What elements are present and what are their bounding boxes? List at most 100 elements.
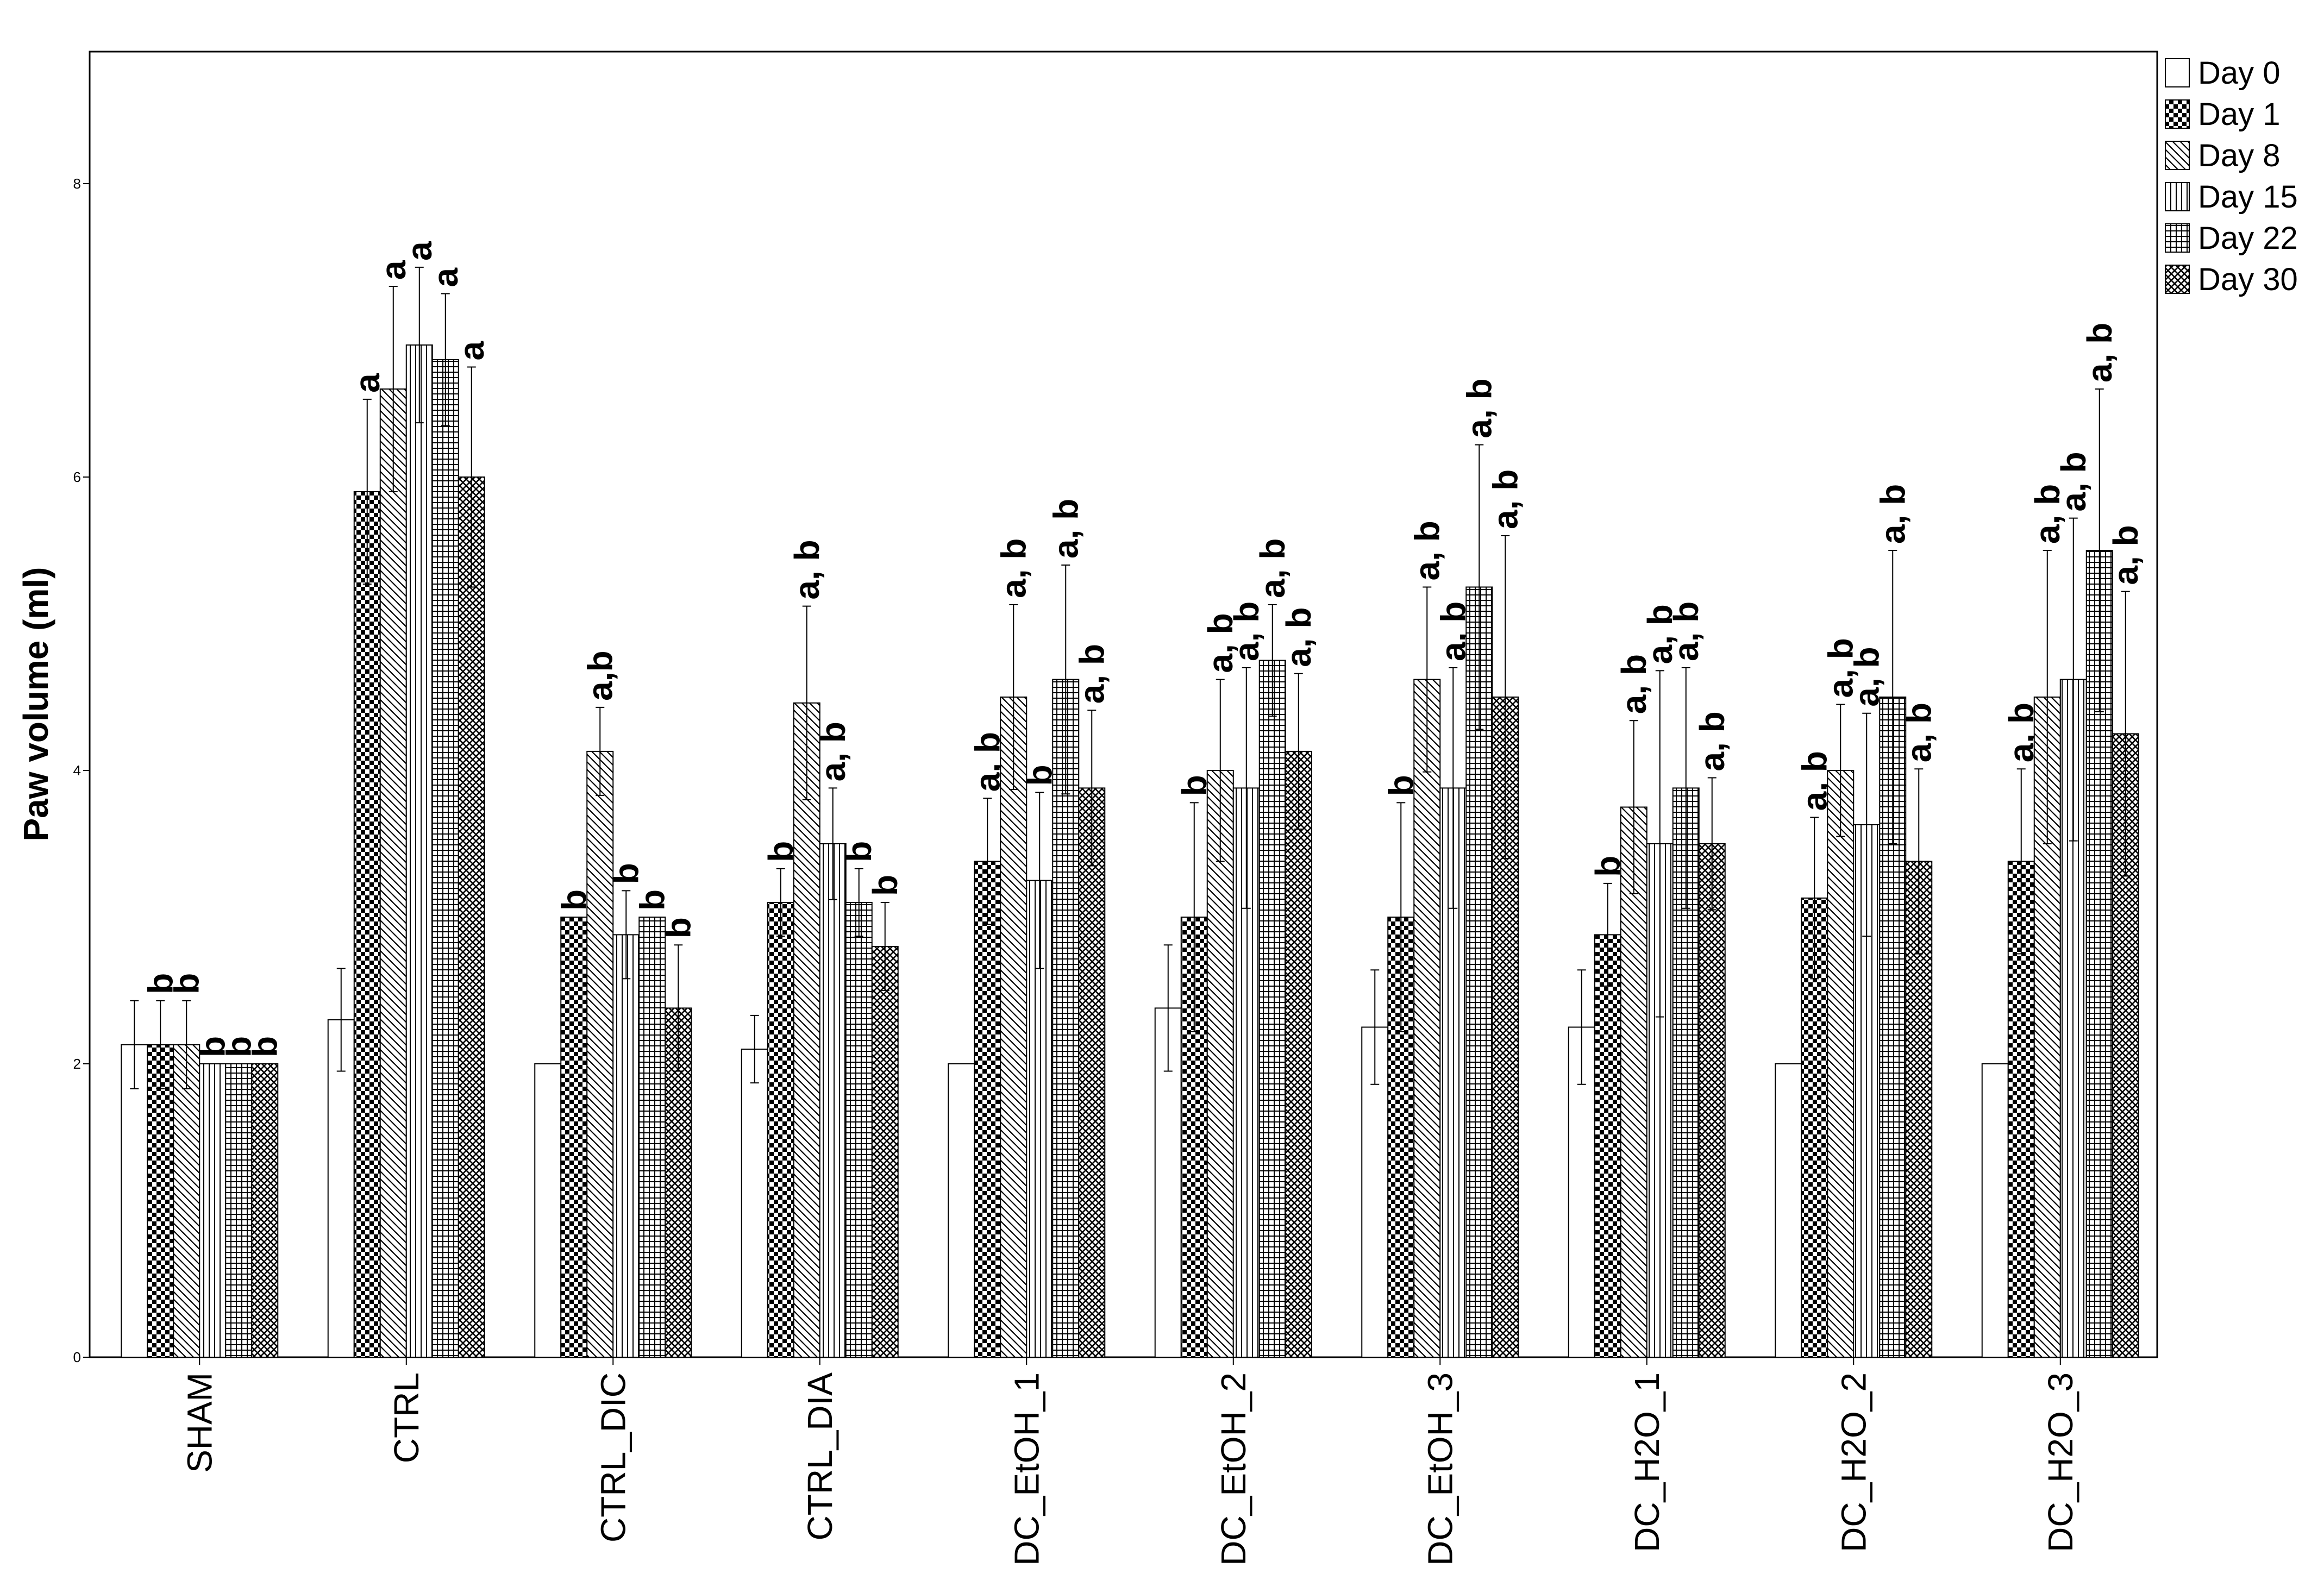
- bar-dc-etoh-2-day-30: [1285, 750, 1312, 1358]
- bar-ctrl-day-30: [458, 476, 485, 1358]
- bar-ctrl-dic-day-1: [560, 917, 588, 1358]
- legend-label-day-1: Day 1: [2198, 97, 2281, 132]
- bar-sham-day-22: [225, 1063, 253, 1358]
- bar-ctrl-day-15: [405, 344, 433, 1358]
- bar-ctrl-dia-day-22: [845, 902, 873, 1358]
- legend: Day 0 Day 1 Day 8 Day 15 Day 22 Day 30: [2165, 55, 2298, 297]
- bar-ctrl-dic-day-22: [638, 917, 666, 1358]
- y-tick-label: 6: [73, 469, 81, 485]
- legend-swatch-day-15: [2165, 182, 2190, 211]
- significance-label: a: [400, 241, 439, 261]
- significance-label: a: [452, 341, 491, 361]
- significance-label: a, b: [1201, 613, 1240, 673]
- bar-dc-h2o-2-day-0: [1775, 1063, 1802, 1358]
- significance-label: b: [866, 875, 905, 896]
- category-label-dc-h2o-3: DC_H2O_3: [2041, 1372, 2080, 1552]
- y-tick-label: 0: [73, 1349, 81, 1365]
- legend-label-day-8: Day 8: [2198, 138, 2281, 173]
- significance-label: a, b: [1046, 499, 1085, 559]
- bar-ctrl-dia-day-1: [767, 902, 794, 1358]
- legend-swatch-day-30: [2165, 265, 2190, 294]
- significance-label: b: [193, 1036, 232, 1057]
- bar-dc-h2o-1-day-1: [1594, 934, 1621, 1358]
- y-axis: 0 2 4 6 8: [73, 175, 90, 1365]
- category-label-ctrl-dia: CTRL_DIA: [800, 1372, 840, 1541]
- bar-ctrl-day-22: [431, 359, 459, 1358]
- bar-dc-h2o-3-day-15: [2059, 679, 2087, 1358]
- bar-dc-h2o-3-day-0: [1981, 1063, 2009, 1358]
- category-labels: SHAM CTRL CTRL_DIC CTRL_DIA DC_EtOH_1 DC_EtOH…: [180, 1357, 2080, 1566]
- bar-ctrl-dia-day-8: [793, 702, 820, 1358]
- legend-swatch-day-22: [2165, 223, 2190, 253]
- category-label-dc-etoh-1: DC_EtOH_1: [1007, 1372, 1046, 1566]
- significance-label: b: [141, 973, 180, 994]
- bar-ctrl-dia-day-30: [871, 946, 899, 1358]
- significance-label: a, b: [813, 722, 853, 781]
- significance-label: a, b: [1899, 703, 1938, 762]
- significance-label: b: [167, 973, 206, 994]
- significance-label: a: [426, 268, 465, 287]
- bar-dc-etoh-1-day-0: [948, 1063, 975, 1358]
- bar-sham-day-0: [121, 1044, 148, 1358]
- significance-label: b: [659, 917, 698, 938]
- significance-label: b: [219, 1036, 258, 1057]
- bar-dc-etoh-1-day-8: [1000, 697, 1028, 1358]
- significance-label: a, b: [1459, 378, 1499, 438]
- y-tick-label: 2: [73, 1056, 81, 1072]
- significance-label: b: [840, 841, 879, 862]
- significance-label: a, b: [1821, 638, 1860, 698]
- bar-ctrl-dic-day-15: [612, 934, 640, 1358]
- significance-label: b: [245, 1036, 284, 1057]
- legend-swatch-day-1: [2165, 99, 2190, 129]
- bar-ctrl-day-1: [353, 491, 381, 1358]
- y-tick-label: 8: [73, 175, 81, 192]
- significance-label: a, b: [1614, 654, 1653, 714]
- bar-ctrl-dia-day-15: [819, 843, 847, 1358]
- significance-label: a, b: [787, 540, 826, 599]
- bar-sham-day-1: [147, 1044, 174, 1358]
- bar-ctrl-day-8: [379, 388, 407, 1358]
- category-label-dc-h2o-1: DC_H2O_1: [1627, 1372, 1667, 1552]
- significance-label: a, b: [1279, 607, 1318, 667]
- significance-label: b: [632, 889, 672, 911]
- bar-dc-etoh-1-day-30: [1078, 787, 1106, 1358]
- significance-label: a, b: [1227, 601, 1266, 661]
- bar-dc-h2o-1-day-30: [1698, 843, 1726, 1358]
- legend-swatch-day-0: [2165, 58, 2190, 87]
- legend-swatch-day-8: [2165, 141, 2190, 170]
- bar-dc-etoh-2-day-22: [1258, 660, 1286, 1358]
- y-axis-title: Paw volume (ml): [16, 567, 55, 842]
- bar-sham-day-30: [251, 1063, 279, 1358]
- bar-sham-day-15: [199, 1063, 227, 1358]
- plot-frame: [89, 51, 2158, 1358]
- category-label-dc-etoh-3: DC_EtOH_3: [1420, 1372, 1459, 1566]
- legend-label-day-0: Day 0: [2198, 55, 2281, 91]
- bar-sham-day-8: [173, 1044, 201, 1358]
- category-label-dc-etoh-2: DC_EtOH_2: [1214, 1372, 1253, 1566]
- significance-label: a, b: [1693, 711, 1732, 771]
- bar-dc-h2o-2-day-8: [1827, 770, 1855, 1358]
- bar-dc-etoh-1-day-1: [974, 861, 1001, 1358]
- bar-dc-etoh-3-day-8: [1413, 679, 1441, 1358]
- significance-label: a, b: [1640, 604, 1680, 664]
- category-label-ctrl-dic: CTRL_DIC: [593, 1372, 632, 1542]
- significance-label: a, b: [1407, 521, 1446, 580]
- category-label-dc-h2o-2: DC_H2O_2: [1834, 1372, 1873, 1552]
- significance-label: a, b: [2080, 323, 2119, 382]
- bar-ctrl-dic-day-8: [586, 750, 614, 1358]
- significance-label: a, b: [994, 538, 1033, 598]
- significance-label: a, b: [1072, 644, 1111, 704]
- legend-label-day-15: Day 15: [2198, 179, 2298, 215]
- significance-label: b: [606, 863, 646, 884]
- significance-label: a, b: [2054, 451, 2093, 511]
- legend-label-day-22: Day 22: [2198, 221, 2298, 256]
- significance-label: a, b: [2028, 484, 2067, 544]
- bar-ctrl-day-0: [327, 1019, 355, 1358]
- significance-label: a, b: [1253, 538, 1292, 598]
- bar-ctrl-dia-day-0: [741, 1049, 768, 1358]
- bar-ctrl-dic-day-0: [534, 1063, 562, 1358]
- significance-label: a, b: [1667, 601, 1706, 661]
- category-label-ctrl: CTRL: [387, 1372, 426, 1463]
